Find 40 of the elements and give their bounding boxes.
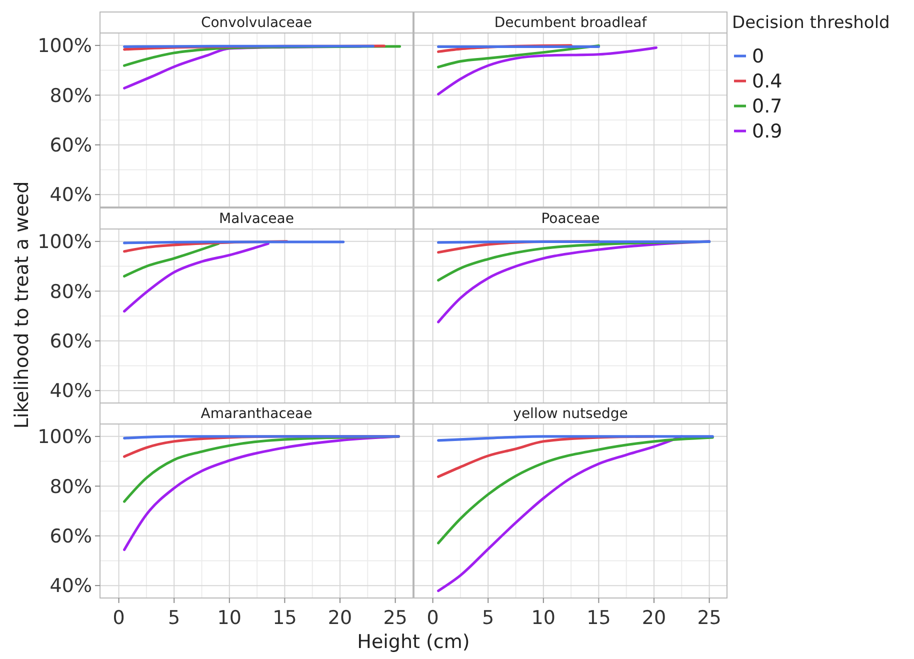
x-tick-label: 25 xyxy=(697,607,722,629)
y-tick-label: 40% xyxy=(50,380,92,402)
x-tick-label: 0 xyxy=(426,607,439,629)
legend-label: 0 xyxy=(752,46,764,68)
legend-title: Decision threshold xyxy=(732,13,890,33)
y-tick-label: 100% xyxy=(38,35,92,58)
legend-label: 0.7 xyxy=(752,96,782,118)
y-tick-label: 80% xyxy=(50,476,92,498)
y-tick-label: 40% xyxy=(50,575,92,598)
y-tick-label: 80% xyxy=(50,280,92,303)
y-tick-label: 80% xyxy=(50,84,92,107)
x-tick-label: 0 xyxy=(112,607,125,629)
x-tick-label: 15 xyxy=(272,607,297,629)
y-tick-label: 100% xyxy=(38,426,92,448)
y-tick-label: 60% xyxy=(50,330,92,353)
y-tick-label: 40% xyxy=(50,184,92,206)
x-tick-label: 25 xyxy=(383,607,408,629)
chart-title: Amaranthaceae xyxy=(200,406,312,422)
chart-title: Malvaceae xyxy=(219,211,294,227)
y-tick-label: 100% xyxy=(38,231,92,254)
chart-title: yellow nutsedge xyxy=(513,406,628,422)
y-axis-title: Likelihood to treat a weed xyxy=(11,181,33,429)
chart-title: Convolvulaceae xyxy=(200,15,312,31)
y-tick-label: 60% xyxy=(50,134,92,157)
chart-title: Poaceae xyxy=(541,211,600,227)
line-series xyxy=(123,242,220,278)
x-tick-label: 20 xyxy=(328,607,352,629)
legend-label: 0.9 xyxy=(752,120,782,143)
x-tick-label: 10 xyxy=(217,607,242,629)
chart-title: Decumbent broadleaf xyxy=(494,15,648,31)
x-axis-title: Height (cm) xyxy=(357,631,470,653)
x-tick-label: 10 xyxy=(531,607,556,629)
y-tick-label: 60% xyxy=(50,526,92,548)
legend-label: 0.4 xyxy=(752,70,782,93)
x-tick-label: 5 xyxy=(168,607,180,629)
x-tick-label: 15 xyxy=(586,607,611,629)
line-series xyxy=(123,242,270,313)
x-tick-label: 5 xyxy=(482,607,494,629)
x-tick-label: 20 xyxy=(642,607,666,629)
line-series xyxy=(123,435,400,552)
